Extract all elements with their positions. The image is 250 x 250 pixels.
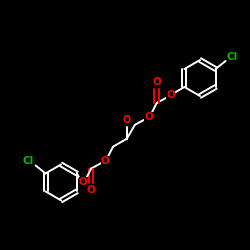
Text: O: O (144, 112, 153, 122)
Text: O: O (123, 115, 131, 125)
Text: O: O (152, 77, 161, 87)
Text: Cl: Cl (23, 156, 34, 166)
Text: O: O (166, 90, 175, 100)
Text: Cl: Cl (227, 52, 238, 62)
Text: O: O (87, 184, 96, 194)
Text: O: O (100, 156, 109, 166)
Text: O: O (79, 178, 88, 188)
